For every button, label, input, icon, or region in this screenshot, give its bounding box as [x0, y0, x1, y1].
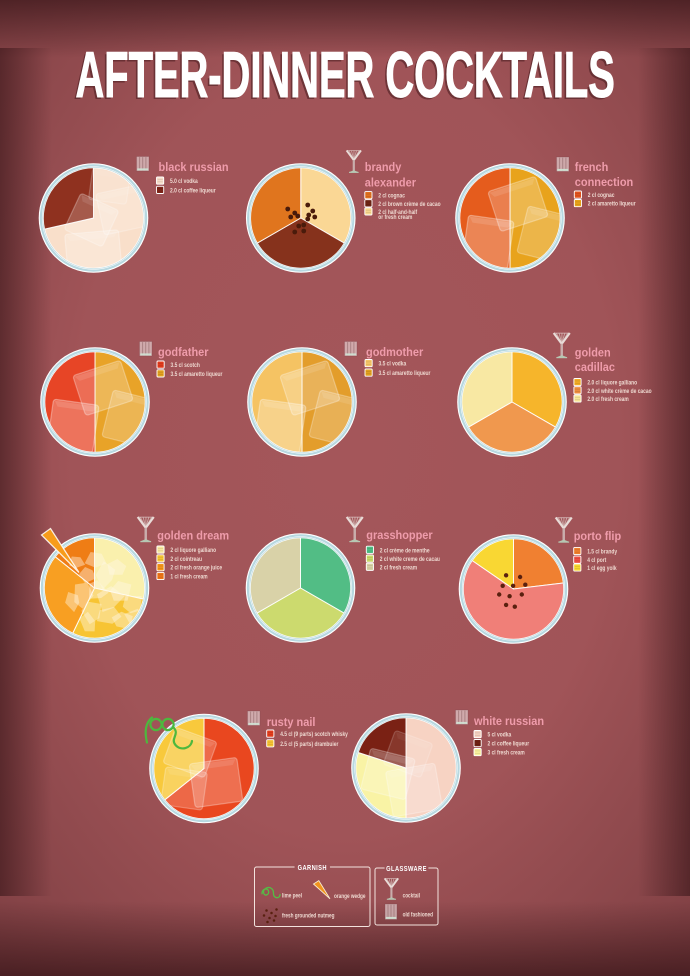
svg-text:or fresh cream: or fresh cream — [378, 215, 412, 222]
svg-text:3.5 cl scotch: 3.5 cl scotch — [171, 363, 201, 370]
svg-text:5 cl vodka: 5 cl vodka — [488, 732, 512, 739]
svg-text:1.5 cl brandy: 1.5 cl brandy — [587, 549, 618, 556]
svg-text:3.5 cl amaretto liqueur: 3.5 cl amaretto liqueur — [171, 371, 224, 378]
svg-text:2 cl coffee liqueur: 2 cl coffee liqueur — [488, 741, 530, 748]
svg-text:AFTER-DINNER COCKTAILS: AFTER-DINNER COCKTAILS — [76, 39, 615, 111]
svg-text:2 cl fresh cream: 2 cl fresh cream — [380, 565, 417, 572]
svg-text:GLASSWARE: GLASSWARE — [386, 865, 427, 873]
svg-text:2 cl white creme de cacau: 2 cl white creme de cacau — [380, 557, 441, 564]
svg-text:2 cl cognac: 2 cl cognac — [588, 193, 615, 200]
svg-text:GARNISH: GARNISH — [298, 864, 327, 872]
svg-text:2 cl cointreau: 2 cl cointreau — [170, 556, 202, 563]
svg-text:2 cl brown crème de cacao: 2 cl brown crème de cacao — [378, 201, 441, 208]
svg-text:brandy: brandy — [365, 162, 402, 174]
svg-text:godfather: godfather — [158, 347, 209, 359]
svg-text:orange wedge: orange wedge — [334, 894, 365, 901]
svg-text:4.5 cl (9 parts) scotch whisky: 4.5 cl (9 parts) scotch whisky — [280, 732, 348, 739]
svg-text:3 cl fresh cream: 3 cl fresh cream — [488, 750, 525, 757]
svg-text:2 cl half-and-half: 2 cl half-and-half — [378, 209, 417, 216]
svg-text:alexander: alexander — [365, 177, 417, 189]
svg-text:1 cl fresh cream: 1 cl fresh cream — [170, 574, 207, 581]
svg-text:godmother: godmother — [366, 347, 424, 359]
svg-text:2.5 cl (5 parts) drambuier: 2.5 cl (5 parts) drambuier — [280, 741, 339, 748]
svg-text:2 cl fresh orange juice: 2 cl fresh orange juice — [170, 565, 222, 572]
svg-text:black russian: black russian — [159, 162, 229, 174]
svg-text:old fashioned: old fashioned — [403, 912, 433, 919]
svg-text:rusty nail: rusty nail — [267, 717, 316, 729]
svg-text:5.0 cl vodka: 5.0 cl vodka — [170, 179, 198, 186]
svg-text:1 cl egg yolk: 1 cl egg yolk — [587, 566, 617, 573]
svg-text:connection: connection — [575, 177, 633, 189]
svg-text:white russian: white russian — [473, 716, 544, 728]
svg-text:3.5 cl amaretto liqueur: 3.5 cl amaretto liqueur — [379, 371, 432, 378]
svg-text:2 cl liquore galliano: 2 cl liquore galliano — [170, 548, 216, 555]
svg-text:3.5 cl vodka: 3.5 cl vodka — [379, 361, 407, 368]
svg-text:cocktail: cocktail — [403, 893, 421, 900]
svg-text:2 cl amaretto liqueur: 2 cl amaretto liqueur — [588, 201, 637, 208]
svg-text:AFTER-DINNER COCKTAILS: AFTER-DINNER COCKTAILS — [74, 41, 613, 113]
svg-text:grasshopper: grasshopper — [366, 530, 433, 542]
svg-text:2 cl crème de menthe: 2 cl crème de menthe — [380, 548, 430, 555]
svg-text:2 cl cognac: 2 cl cognac — [378, 193, 405, 200]
svg-text:lime peel: lime peel — [282, 893, 302, 900]
svg-text:golden: golden — [575, 347, 611, 359]
svg-text:4 cl port: 4 cl port — [587, 558, 606, 565]
svg-text:cadillac: cadillac — [575, 362, 615, 374]
svg-text:2.0 cl fresh cream: 2.0 cl fresh cream — [587, 397, 628, 404]
svg-text:2.0 cl coffee liqueur: 2.0 cl coffee liqueur — [170, 188, 216, 195]
svg-text:french: french — [575, 162, 609, 174]
svg-text:golden dream: golden dream — [157, 530, 229, 542]
svg-text:fresh grounded nutmeg: fresh grounded nutmeg — [282, 913, 334, 920]
svg-text:2.0 cl liquore galliano: 2.0 cl liquore galliano — [587, 380, 637, 387]
svg-text:porto flip: porto flip — [574, 531, 622, 543]
svg-text:2.0 cl white crème de cacao: 2.0 cl white crème de cacao — [587, 388, 652, 395]
